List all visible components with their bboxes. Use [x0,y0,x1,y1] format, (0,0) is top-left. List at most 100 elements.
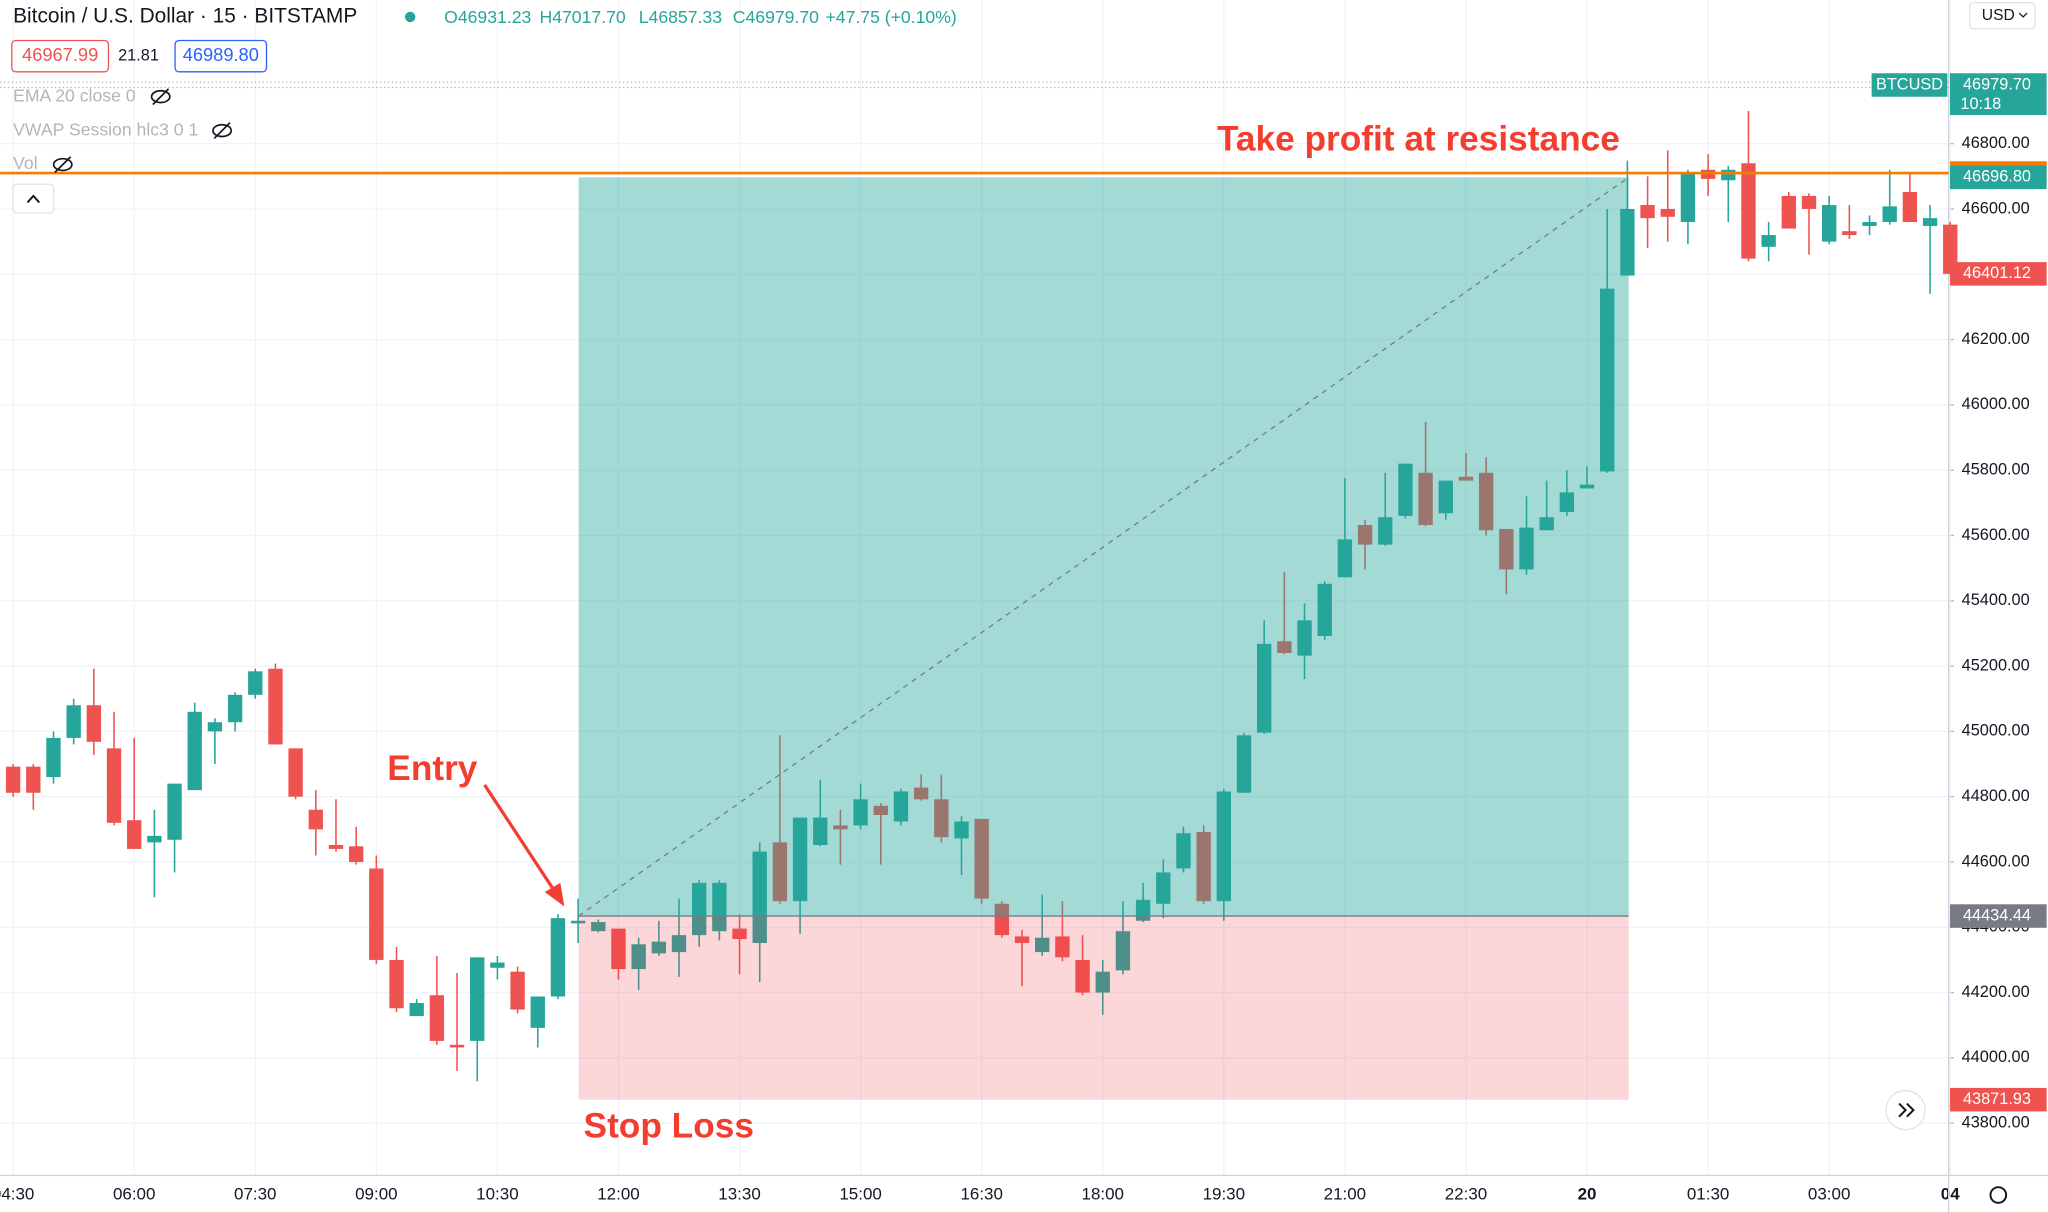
candle-body [1781,195,1796,229]
currency-label[interactable]: USD [1982,7,2015,24]
entry-badge [1949,904,2047,928]
candle-body [1882,206,1897,223]
candle-body [227,694,243,723]
x-tick-label: 09:00 [355,1185,397,1204]
candle-body [1357,525,1373,545]
x-tick-label: 18:00 [1082,1185,1124,1204]
y-tick-label: 45400.00 [1962,591,2030,609]
hidden-eye-icon[interactable] [52,157,73,172]
buy-button[interactable] [174,39,268,73]
candle-body [1539,517,1554,531]
candle-body [974,818,989,899]
annotation: Take profit at resistance [1217,119,1620,158]
x-tick-label: 04 [1941,1185,1960,1204]
candle-body [1640,205,1655,219]
candle-body [1095,971,1110,993]
indicator-legend[interactable]: VWAP Session hlc3 0 1 [13,119,198,139]
y-tick-label: 46000.00 [1962,395,2030,413]
last-price-badge [1949,73,2047,116]
candle-body [1801,195,1817,209]
x-tick-label: 21:00 [1324,1185,1366,1204]
candle-body [1620,208,1635,276]
x-tick-label: 06:00 [113,1185,155,1204]
currency-button[interactable] [1968,1,2036,30]
candle-body [167,783,182,840]
candle-body [994,903,1010,936]
candle-body [490,962,505,968]
candle-body [833,825,848,830]
candle-body [1398,463,1413,516]
candle-body [853,799,868,826]
candle-body [510,971,525,1010]
settings-button[interactable] [1989,1186,2008,1204]
candle-body [308,809,323,830]
candle-body [893,791,909,822]
candle-body [752,851,767,943]
y-tick-label: 46800.00 [1962,134,2030,152]
hidden-eye-slash [152,88,170,106]
candle-body [26,766,41,793]
candle-body [792,817,808,902]
x-tick-label: 13:30 [718,1185,760,1204]
candle-body [268,668,283,745]
x-tick-label: 15:00 [839,1185,881,1204]
indicator-legend[interactable]: Vol [13,153,38,173]
collapse-button[interactable] [12,183,55,214]
candle-body [86,705,102,742]
candle-body [1821,205,1837,242]
candle-body [1519,527,1534,570]
candle-body [1943,224,1958,274]
candle-body [550,918,566,997]
candle-body [1256,643,1272,733]
y-tick-label: 45600.00 [1962,526,2030,544]
candle-body [1862,222,1877,226]
candle-body [671,935,687,953]
y-tick-label: 45800.00 [1962,460,2030,478]
x-tick-label: 12:00 [597,1185,639,1204]
spread: 21.81 [118,46,159,64]
y-tick-label: 44200.00 [1962,983,2030,1001]
candle-body [1317,583,1332,637]
candle-body [1761,235,1776,247]
entry-badge-label: 44434.44 [1963,906,2031,924]
indicator-legend[interactable]: EMA 20 close 0 [13,85,136,105]
hidden-eye-icon[interactable] [150,89,171,104]
buy-price[interactable]: 46989.80 [183,44,259,65]
candle-body [409,1003,424,1017]
y-tick-label: 45200.00 [1962,656,2030,674]
candle-body [772,842,788,902]
candle-body [1478,472,1494,531]
y-tick-label: 44600.00 [1962,852,2030,870]
candle-body [106,748,122,823]
sell-button[interactable] [11,39,110,73]
ohlc-value: L46857.33 [639,7,723,27]
x-tick-label: 07:30 [234,1185,276,1204]
candle-body [1680,173,1696,223]
x-tick-label: 01:30 [1687,1185,1729,1204]
candle-body [1499,528,1514,570]
y-tick-label: 45000.00 [1962,722,2030,740]
scroll-icon [1898,1102,1915,1118]
stop-badge [1949,1087,2047,1112]
candle-body [207,722,223,732]
y-tick-label: 44000.00 [1962,1048,2030,1066]
entry-arrow [483,784,557,893]
candle-body [5,766,21,793]
entry-arrowhead [544,882,565,907]
sell-price[interactable]: 46967.99 [22,44,98,65]
candle-body [1176,833,1191,869]
candle-body [348,846,364,862]
ohlc-value: +47.75 (+0.10%) [825,7,956,27]
x-tick-label: 03:00 [1808,1185,1850,1204]
hidden-eye-icon[interactable] [212,123,233,138]
price-badge-label: 46401.12 [1963,264,2031,282]
candle-body [127,820,142,849]
x-tick-label: 20 [1578,1185,1597,1204]
candle-body [66,705,81,738]
x-tick-label: 10:30 [476,1185,518,1204]
candle-body [631,944,646,970]
candle-body [1438,480,1453,514]
candle-body [570,920,586,924]
candle-body [591,922,606,932]
